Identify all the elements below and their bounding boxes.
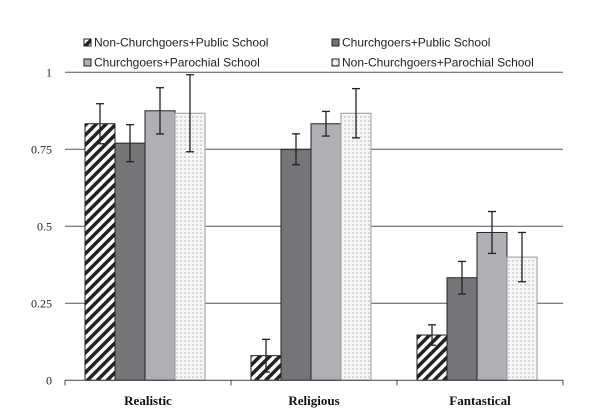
legend-item: Non-Churchgoers+Parochial School: [331, 56, 534, 70]
bar: [84, 123, 116, 381]
bar: [144, 110, 176, 381]
error-bar: [262, 338, 270, 373]
bar: [476, 231, 508, 381]
error-bar: [488, 210, 496, 255]
bar: [340, 112, 372, 381]
legend-label: Non-Churchgoers+Public School: [94, 36, 268, 50]
legend-label: Non-Churchgoers+Parochial School: [342, 56, 534, 70]
error-bar: [126, 124, 134, 163]
y-tick-label: 0.25: [31, 296, 52, 310]
x-category-label: Realistic: [124, 393, 172, 408]
legend-item: Non-Churchgoers+Public School: [83, 36, 268, 50]
legend-swatch: [331, 38, 340, 47]
x-category-label: Religious: [288, 393, 339, 408]
error-bar: [322, 110, 330, 137]
legend-item: Churchgoers+Public School: [331, 36, 490, 50]
legend-item: Churchgoers+Parochial School: [83, 56, 260, 70]
bar: [174, 112, 206, 381]
bar: [114, 142, 146, 381]
y-tick-label: 0.75: [31, 142, 52, 156]
legend-label: Churchgoers+Parochial School: [94, 56, 260, 70]
legend: Non-Churchgoers+Public School Churchgoers…: [83, 36, 534, 70]
bar: [310, 123, 342, 381]
y-tick-label: 1: [46, 65, 52, 79]
bar: [280, 148, 312, 381]
axes: Realistic Religious Fantastical: [64, 379, 564, 408]
y-tick-label: 0: [46, 373, 52, 387]
legend-swatch: [83, 38, 92, 47]
x-category-label: Fantastical: [449, 393, 511, 408]
error-bar: [518, 231, 526, 283]
legend-swatch: [83, 58, 92, 67]
error-bar: [156, 87, 164, 135]
error-bar: [292, 133, 300, 166]
error-bar: [352, 87, 360, 139]
legend-label: Churchgoers+Public School: [342, 36, 490, 50]
error-bar: [186, 74, 194, 153]
bar: [446, 277, 478, 381]
bars: [84, 74, 538, 381]
error-bar: [428, 324, 436, 346]
error-bar: [458, 260, 466, 295]
y-tick-label: 0.5: [37, 219, 52, 233]
legend-swatch: [331, 58, 340, 67]
error-bar: [96, 103, 104, 145]
